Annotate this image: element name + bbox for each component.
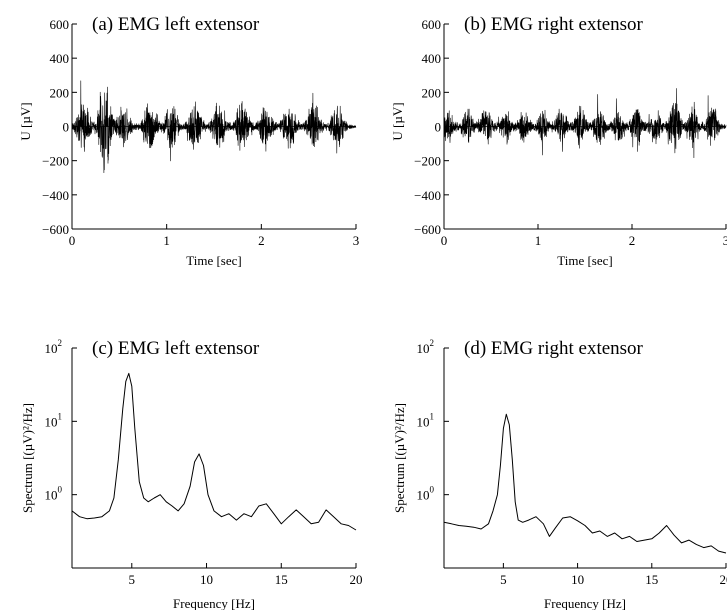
x-tick-label: 15 [645,572,658,587]
y-tick-exponent: 0 [58,485,63,495]
y-tick-exponent: 1 [430,411,435,421]
x-tick-label: 3 [723,233,727,248]
y-tick-exponent: 2 [430,338,435,348]
panel-title: (b) EMG right extensor [464,14,644,35]
y-tick-label: −200 [414,154,441,169]
emg-trace [443,88,727,158]
y-axis-label: U [µV] [18,102,33,140]
spectrum-line [71,372,357,531]
y-tick-label: 102 [45,338,63,356]
x-axis-label: Frequency [Hz] [173,596,255,610]
y-tick-label: 600 [50,17,70,32]
x-tick-label: 10 [200,572,213,587]
y-tick-label: 101 [45,411,63,429]
y-tick-label: 0 [63,120,70,135]
y-tick-label: −400 [414,188,441,203]
y-tick-label: 100 [45,485,63,503]
x-tick-label: 0 [69,233,76,248]
y-tick-label: 400 [50,51,70,66]
y-tick-label: 200 [422,85,442,100]
emg-trace [71,80,357,173]
y-tick-label: 100 [417,485,435,503]
panel-1: 0 1 2 3 −600 −400 −200 0 200 400 600 (b) EMG right … [390,14,727,268]
x-tick-label: 5 [129,572,136,587]
y-axis-label: U [µV] [390,102,405,140]
y-tick-label: 101 [417,411,435,429]
y-tick-label: −400 [42,188,69,203]
x-tick-label: 3 [353,233,360,248]
y-tick-exponent: 2 [58,338,63,348]
y-tick-label: 102 [417,338,435,356]
panel-title: (c) EMG left extensor [92,338,260,359]
y-tick-label: −600 [42,222,69,237]
x-tick-label: 1 [163,233,170,248]
y-axis-label: Spectrum [(µV)²/Hz] [392,403,407,513]
y-tick-label: 200 [50,85,70,100]
x-tick-label: 20 [350,572,363,587]
x-tick-label: 15 [275,572,288,587]
spectrum-line [443,413,727,554]
y-tick-label: −600 [414,222,441,237]
x-tick-label: 0 [441,233,448,248]
y-tick-exponent: 1 [58,411,63,421]
x-axis-label: Time [sec] [557,253,613,268]
x-axis-label: Time [sec] [186,253,242,268]
y-tick-label: 400 [422,51,442,66]
panel-title: (d) EMG right extensor [464,338,644,359]
panel-0: 0 1 2 3 −600 −400 −200 0 200 400 600 (a) EMG left e… [18,14,359,268]
y-tick-label: 600 [422,17,442,32]
y-tick-label: −200 [42,154,69,169]
y-axis-label: Spectrum [(µV)²/Hz] [20,403,35,513]
x-tick-label: 2 [629,233,636,248]
x-tick-label: 5 [500,572,507,587]
y-tick-label: 0 [435,120,442,135]
x-tick-label: 20 [720,572,727,587]
y-tick-exponent: 0 [430,485,435,495]
x-tick-label: 10 [571,572,584,587]
x-tick-label: 2 [258,233,265,248]
x-tick-label: 1 [535,233,542,248]
x-axis-label: Frequency [Hz] [544,596,626,610]
panel-title: (a) EMG left extensor [92,14,260,35]
